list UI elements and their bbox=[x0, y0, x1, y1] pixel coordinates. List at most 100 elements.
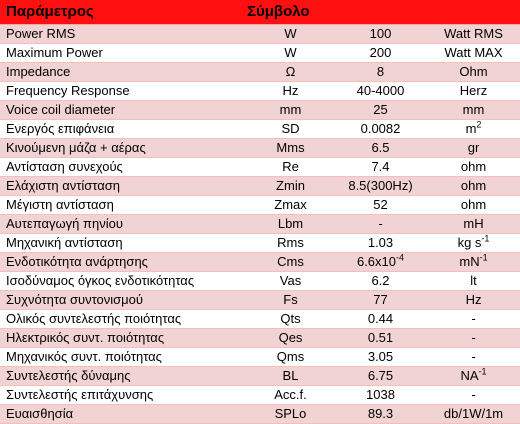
parameter-value: 77 bbox=[334, 290, 427, 310]
parameter-value: 40-4000 bbox=[334, 81, 427, 101]
parameter-value: 8 bbox=[334, 62, 427, 82]
parameter-symbol: SD bbox=[247, 119, 334, 139]
parameter-unit: Watt MAX bbox=[427, 43, 520, 63]
parameter-symbol: Fs bbox=[247, 290, 334, 310]
unit-text: db/1W/1m bbox=[443, 405, 504, 421]
parameter-name: Impedance bbox=[0, 62, 247, 82]
unit-text: Ohm bbox=[459, 63, 488, 79]
parameter-unit: Hz bbox=[427, 290, 520, 310]
parameter-name: Ενεργός επιφάνεια bbox=[0, 119, 247, 139]
parameter-value: 25 bbox=[334, 100, 427, 120]
table-row: Αντίσταση συνεχούς Re 7.4 ohm bbox=[0, 157, 520, 177]
parameter-unit: ohm bbox=[427, 195, 520, 215]
parameter-unit: ohm bbox=[427, 157, 520, 177]
parameter-unit: Ohm bbox=[427, 62, 520, 82]
table-row: Power RMS W 100 Watt RMS bbox=[0, 24, 520, 44]
parameter-unit: mH bbox=[427, 214, 520, 234]
value-text: 40-4000 bbox=[356, 82, 405, 98]
parameter-unit: mN-1 bbox=[427, 252, 520, 272]
parameter-unit: kg s-1 bbox=[427, 233, 520, 253]
parameter-unit: m2 bbox=[427, 119, 520, 139]
parameter-symbol: Qts bbox=[247, 309, 334, 329]
parameter-symbol: Cms bbox=[247, 252, 334, 272]
parameter-unit: - bbox=[427, 309, 520, 329]
parameter-value: 7.4 bbox=[334, 157, 427, 177]
parameter-symbol: Mms bbox=[247, 138, 334, 158]
parameter-symbol: W bbox=[247, 43, 334, 63]
parameter-symbol: Qms bbox=[247, 347, 334, 367]
table-row: Ενεργός επιφάνεια SD 0.0082 m2 bbox=[0, 119, 520, 139]
parameter-value: 100 bbox=[334, 24, 427, 44]
parameter-name: Power RMS bbox=[0, 24, 247, 44]
parameter-symbol: Lbm bbox=[247, 214, 334, 234]
unit-text: mH bbox=[463, 215, 484, 231]
unit-text: kg s bbox=[457, 234, 482, 250]
parameter-name: Maximum Power bbox=[0, 43, 247, 63]
value-text: 3.05 bbox=[367, 348, 394, 364]
value-text: 0.0082 bbox=[360, 120, 401, 136]
value-text: 89.3 bbox=[367, 405, 394, 421]
table-row: Ηλεκτρικός συντ. ποιότητας Qes 0.51 - bbox=[0, 328, 520, 348]
value-text: 100 bbox=[369, 25, 392, 41]
table-header-row: Παράμετρος Σύμβολο bbox=[0, 0, 520, 25]
table-row: Ενδοτικότητα ανάρτησης Cms 6.6x10-4 mN-1 bbox=[0, 252, 520, 272]
parameter-name: Μηχανική αντίσταση bbox=[0, 233, 247, 253]
unit-text: gr bbox=[467, 139, 480, 155]
table-row: Ευαισθησία SPLo 89.3 db/1W/1m bbox=[0, 404, 520, 424]
value-text: 6.2 bbox=[371, 272, 390, 288]
value-text: 25 bbox=[373, 101, 388, 117]
parameter-name: Αυτεπαγωγή πηνίου bbox=[0, 214, 247, 234]
unit-exponent: -1 bbox=[479, 252, 488, 263]
parameter-symbol: Zmin bbox=[247, 176, 334, 196]
unit-text: Watt RMS bbox=[444, 25, 503, 41]
parameter-value: 8.5(300Hz) bbox=[334, 176, 427, 196]
header-symbol: Σύμβολο bbox=[247, 0, 520, 25]
parameter-symbol: Ω bbox=[247, 62, 334, 82]
value-text: 0.44 bbox=[367, 310, 394, 326]
table-row: Voice coil diameter mm 25 mm bbox=[0, 100, 520, 120]
unit-text: m bbox=[465, 120, 477, 136]
parameter-name: Ισοδύναμος όγκος ενδοτικότητας bbox=[0, 271, 247, 291]
parameter-name: Frequency Response bbox=[0, 81, 247, 101]
parameter-name: Ευαισθησία bbox=[0, 404, 247, 424]
unit-text: Herz bbox=[459, 82, 488, 98]
parameter-name: Ενδοτικότητα ανάρτησης bbox=[0, 252, 247, 272]
parameter-symbol: SPLo bbox=[247, 404, 334, 424]
unit-exponent: -1 bbox=[481, 233, 490, 244]
parameter-value: 52 bbox=[334, 195, 427, 215]
parameter-value: 6.75 bbox=[334, 366, 427, 386]
parameter-unit: - bbox=[427, 347, 520, 367]
value-text: 6.5 bbox=[371, 139, 390, 155]
unit-text: Watt MAX bbox=[444, 44, 503, 60]
parameter-value: - bbox=[334, 214, 427, 234]
table-row: Συντελεστής επιτάχυνσης Acc.f. 1038 - bbox=[0, 385, 520, 405]
unit-text: ohm bbox=[460, 196, 487, 212]
parameter-value: 0.44 bbox=[334, 309, 427, 329]
parameter-name: Κινούμενη μάζα + αέρας bbox=[0, 138, 247, 158]
unit-exponent: 2 bbox=[476, 119, 482, 130]
parameter-value: 1038 bbox=[334, 385, 427, 405]
value-text: 7.4 bbox=[371, 158, 390, 174]
parameter-value: 6.6x10-4 bbox=[334, 252, 427, 272]
value-text: 52 bbox=[373, 196, 388, 212]
parameter-name: Ελάχιστη αντίσταση bbox=[0, 176, 247, 196]
parameter-symbol: Zmax bbox=[247, 195, 334, 215]
parameter-unit: mm bbox=[427, 100, 520, 120]
parameter-value: 0.0082 bbox=[334, 119, 427, 139]
parameter-unit: Herz bbox=[427, 81, 520, 101]
unit-exponent: -1 bbox=[478, 366, 487, 377]
table-row: Maximum Power W 200 Watt MAX bbox=[0, 43, 520, 63]
parameter-unit: - bbox=[427, 385, 520, 405]
value-text: 200 bbox=[369, 44, 392, 60]
parameter-name: Συχνότητα συντονισμού bbox=[0, 290, 247, 310]
parameter-symbol: W bbox=[247, 24, 334, 44]
parameter-name: Μηχανικός συντ. ποιότητας bbox=[0, 347, 247, 367]
parameter-symbol: Re bbox=[247, 157, 334, 177]
table-row: Μηχανικός συντ. ποιότητας Qms 3.05 - bbox=[0, 347, 520, 367]
parameter-unit: NA-1 bbox=[427, 366, 520, 386]
parameter-symbol: Hz bbox=[247, 81, 334, 101]
value-exponent: -4 bbox=[396, 252, 405, 263]
parameter-unit: ohm bbox=[427, 176, 520, 196]
